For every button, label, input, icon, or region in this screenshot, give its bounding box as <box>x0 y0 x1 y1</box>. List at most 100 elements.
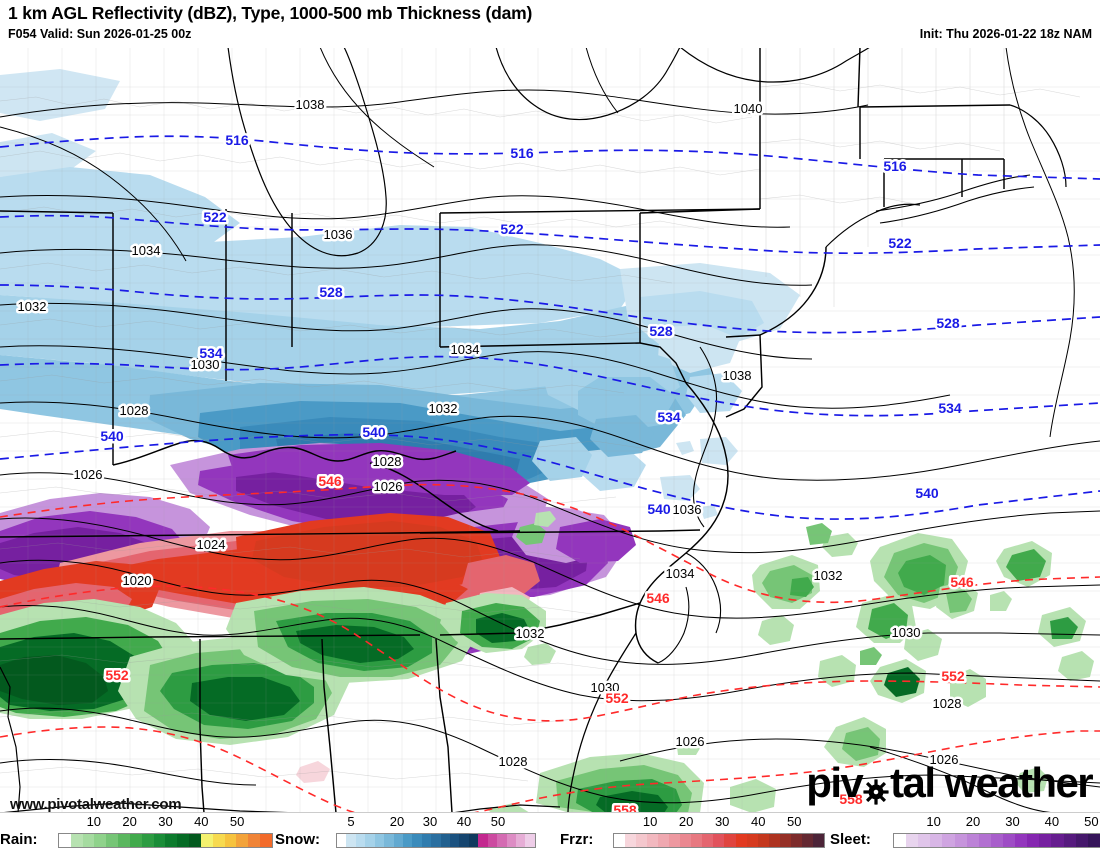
contour-label-halo: 1024 <box>197 537 226 552</box>
site-url-watermark: www.pivotalweather.com <box>10 796 182 813</box>
contour-label-halo: 1036 <box>673 502 702 517</box>
colorbar-tick: 20 <box>678 814 694 829</box>
contour-label: 546 <box>950 574 974 590</box>
snow-colorbar-label: Snow: <box>275 831 320 848</box>
colorbar-cell <box>691 834 703 847</box>
contour-label: 534 <box>657 409 681 425</box>
contour-label: 528 <box>936 315 960 331</box>
contour-label: 1032 <box>814 568 843 583</box>
contour-label-halo: 1030 <box>191 357 220 372</box>
contour-label: 1026 <box>930 752 959 767</box>
contour-label-halo: 546 <box>646 590 670 606</box>
contour-label-halo: 1028 <box>373 454 402 469</box>
colorbar-cell <box>525 834 535 847</box>
contour-label-halo: 1020 <box>123 573 152 588</box>
contour-label-halo: 1026 <box>374 479 403 494</box>
contour-label: 1038 <box>296 97 325 112</box>
contour-label: 1028 <box>373 454 402 469</box>
rain-colorbar-group[interactable]: Rain: 10 20 30 40 50 <box>0 813 275 850</box>
contour-label-halo: 1028 <box>499 754 528 769</box>
contour-label: 1028 <box>933 696 962 711</box>
contour-label-halo: 1032 <box>516 626 545 641</box>
colorbar-cell <box>393 834 403 847</box>
contour-label: 1026 <box>676 734 705 749</box>
colorbar-tick: 50 <box>787 814 802 829</box>
colorbar-cell <box>200 834 213 847</box>
colorbar-tick: 5 <box>347 814 355 829</box>
colorbar-cell <box>506 834 517 847</box>
snow-colorbar-strip[interactable] <box>336 833 536 848</box>
contour-label: 1028 <box>120 403 149 418</box>
contour-label-halo: 534 <box>657 409 681 425</box>
snow-colorbar-ticks: 5 20 30 40 50 <box>336 814 536 830</box>
contour-label: 1036 <box>324 227 353 242</box>
colorbar-cell <box>236 834 249 847</box>
contour-label: 540 <box>362 424 386 440</box>
colorbar-cell <box>647 834 659 847</box>
colorbar-tick: 20 <box>389 814 405 829</box>
colorbar-cell <box>1063 834 1076 847</box>
colorbar-cell <box>224 834 237 847</box>
colorbar-cell <box>990 834 1003 847</box>
contour-label: 1028 <box>499 754 528 769</box>
map-canvas[interactable]: 1038 1038 1040 1040 1036 1036 1034 1034 1032 1032… <box>0 46 1100 812</box>
colorbar-cell <box>757 834 769 847</box>
colorbar-tick: 40 <box>750 814 766 829</box>
contour-label: 1032 <box>516 626 545 641</box>
colorbar-cell <box>746 834 758 847</box>
colorbar-cell <box>153 834 166 847</box>
contour-label-halo: 552 <box>941 668 965 684</box>
contour-label-halo: 1026 <box>930 752 959 767</box>
colorbar-tick: 10 <box>642 814 658 829</box>
contour-label: 1026 <box>74 467 103 482</box>
contour-label-halo: 1040 <box>734 101 763 116</box>
contour-label-halo: 558 <box>613 802 637 812</box>
thickness-contours-warm <box>0 483 1100 812</box>
contour-label: 1020 <box>123 573 152 588</box>
contour-label: 1024 <box>197 537 226 552</box>
colorbar-tick: 30 <box>714 814 730 829</box>
contour-label-halo: 552 <box>605 690 629 706</box>
frzr-colorbar-strip[interactable] <box>613 833 825 848</box>
contour-label-halo: 1032 <box>18 299 47 314</box>
rain-colorbar-strip[interactable] <box>58 833 273 848</box>
colorbar-cell <box>212 834 225 847</box>
contour-label: 552 <box>605 690 629 706</box>
contour-label-halo: 1038 <box>296 97 325 112</box>
colorbar-cell <box>894 834 907 847</box>
contour-label-halo: 522 <box>203 209 227 225</box>
contour-label-halo: 1028 <box>933 696 962 711</box>
contour-label: 1038 <box>723 368 752 383</box>
colorbar-cell <box>614 834 626 847</box>
colorbar-cell <box>59 834 71 847</box>
contour-label: 558 <box>839 791 863 807</box>
contour-label: 1030 <box>892 625 921 640</box>
snow-colorbar-group[interactable]: Snow: 5 20 30 40 50 <box>275 813 540 850</box>
colorbar-cell <box>966 834 979 847</box>
colorbar-cell <box>189 834 201 847</box>
sleet-colorbar-strip[interactable] <box>893 833 1100 848</box>
colorbar-cell <box>625 834 637 847</box>
contour-label: 534 <box>938 400 962 416</box>
contour-label-halo: 534 <box>938 400 962 416</box>
frzr-colorbar-group[interactable]: Frzr: 10 20 30 40 50 <box>560 813 830 850</box>
contour-label-halo: 516 <box>510 145 534 161</box>
colorbar-cell <box>942 834 955 847</box>
colorbar-cell <box>1015 834 1028 847</box>
colorbar-cell <box>82 834 95 847</box>
contour-label: 540 <box>647 501 671 517</box>
contour-label-halo: 1034 <box>132 243 161 258</box>
sleet-colorbar-group[interactable]: Sleet: 10 20 30 40 50 <box>830 813 1100 850</box>
colorbar-cell <box>365 834 375 847</box>
colorbar-cell <box>906 834 919 847</box>
contour-label: 1030 <box>591 680 620 695</box>
colorbar-cell <box>70 834 83 847</box>
contour-label-halo: 540 <box>915 485 939 501</box>
frzr-colorbar-ticks: 10 20 30 40 50 <box>613 814 825 830</box>
colorbar-tick: 40 <box>194 814 209 829</box>
contour-label-halo: 540 <box>647 501 671 517</box>
contour-label: 1030 <box>191 357 220 372</box>
colorbar-cell <box>412 834 422 847</box>
contour-label-halo: 1034 <box>451 342 480 357</box>
